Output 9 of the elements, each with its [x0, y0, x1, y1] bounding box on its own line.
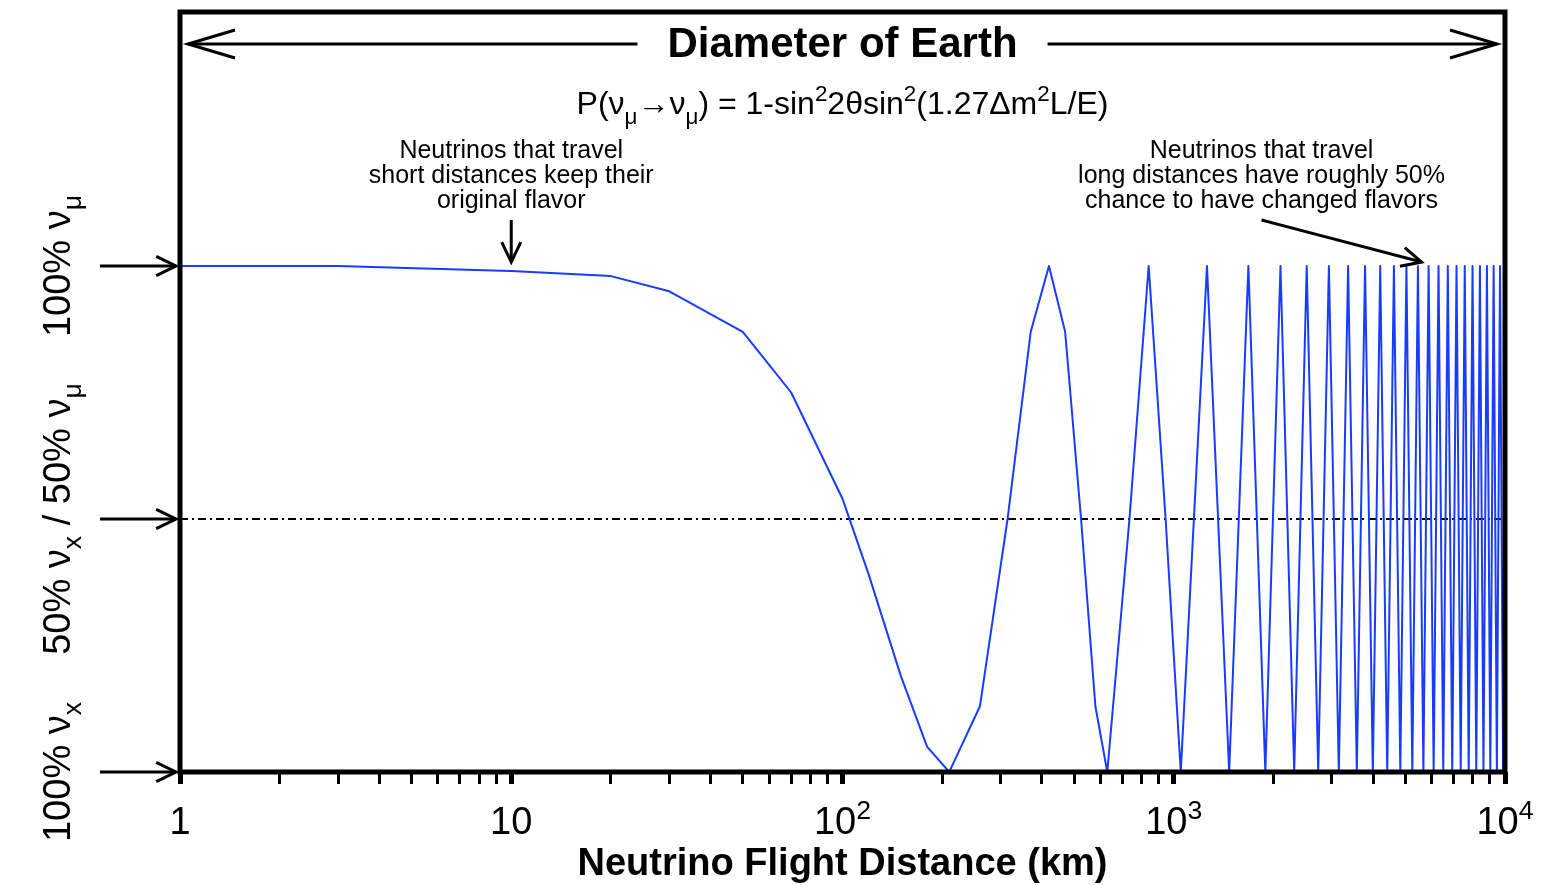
- text: 100% νx: [36, 701, 88, 843]
- x-tick-label: 10: [490, 800, 533, 842]
- x-tick-label: 1: [169, 800, 191, 842]
- text: 100% νμ: [36, 194, 88, 338]
- chart-title: Diameter of Earth: [667, 19, 1018, 66]
- annotation: Neutrinos that travel short distances keep their original flavor: [368, 135, 654, 213]
- x-axis-title: Neutrino Flight Distance (km): [577, 841, 1108, 883]
- text: Neutrinos that travel long distances have roughly 50% chance to have changed flavors: [1078, 135, 1446, 213]
- text: 50% νx / 50% νμ: [36, 383, 88, 655]
